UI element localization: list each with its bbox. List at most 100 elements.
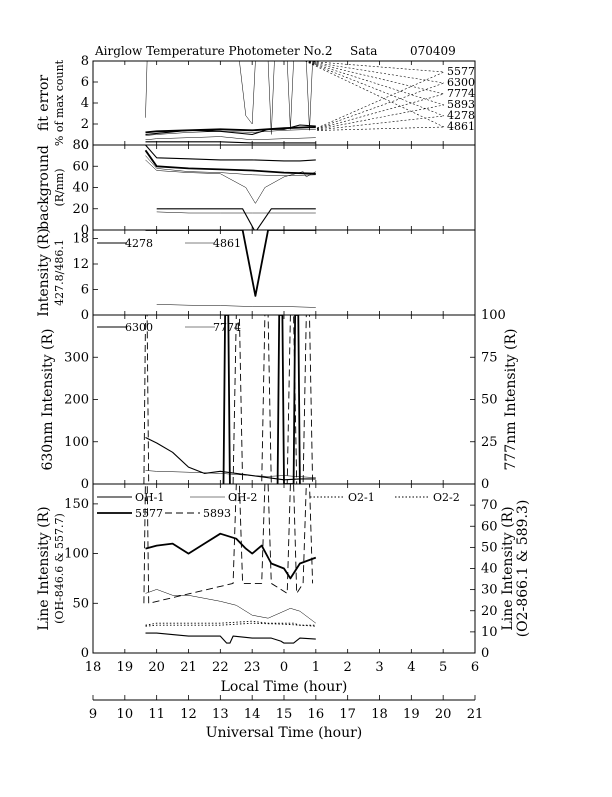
y-tick-label: 0 (81, 308, 89, 323)
y-tick-label: 60 (72, 159, 89, 174)
series-O2-2 (145, 622, 316, 627)
local-time-tick-label: 4 (407, 660, 415, 675)
y-axis-label: background (36, 145, 52, 230)
universal-time-tick-label: 19 (403, 707, 420, 722)
legend-leader (304, 60, 445, 95)
series-OH-2 (145, 589, 316, 624)
y-axis-label-right: 777nm Intensity (R) (503, 328, 519, 470)
y-tick-label: 300 (64, 350, 89, 365)
universal-time-tick-label: 17 (339, 707, 356, 722)
legend-label-4278: 4278 (447, 109, 475, 122)
legend-leader (304, 60, 445, 84)
y-axis-label: (OH-846.6 & 557.7) (53, 513, 66, 624)
y-tick-label: 6 (81, 283, 89, 298)
legend-leader (316, 115, 445, 131)
y-tick-label-right: 50 (481, 393, 498, 408)
series-group (143, 484, 317, 644)
panel-fit-error: 0 2 4 6 8 fit error% of max count 557763007774… (36, 54, 476, 153)
legend-leader (316, 82, 445, 129)
y-tick-label-right: 75 (481, 350, 498, 365)
series-6300-saturation-2 (276, 315, 301, 484)
legend-leader (316, 93, 445, 130)
legend-label-OH-2: OH-2 (228, 491, 257, 504)
series-6300 (145, 145, 316, 162)
series-dashed (143, 315, 150, 484)
y-tick-label: 50 (72, 596, 89, 611)
y-tick-label: 0 (81, 646, 89, 661)
series-5577 (145, 532, 317, 580)
universal-time-tick-label: 9 (89, 707, 97, 722)
local-time-tick-label: 18 (85, 660, 102, 675)
legend-label-5893: 5893 (447, 98, 475, 111)
universal-time-axis-label: Universal Time (hour) (206, 725, 363, 741)
legend-label-7774: 7774 (447, 87, 475, 100)
y-tick-label: 12 (72, 257, 89, 272)
series-5893 (145, 159, 316, 204)
series-6300 (145, 124, 316, 136)
y-tick-label-right: 20 (481, 604, 498, 619)
legend-label-4861: 4861 (447, 120, 475, 133)
series-4861 (156, 304, 316, 308)
legend-leader (316, 104, 445, 130)
legend-leader (316, 126, 445, 131)
y-tick-label: 100 (64, 547, 89, 562)
y-tick-label: 20 (72, 202, 89, 217)
series-group (143, 315, 316, 484)
y-axis-label: Line Intensity (R) (36, 506, 52, 630)
y-tick-label: 0 (81, 223, 89, 238)
legend-leader (304, 60, 445, 73)
y-tick-label-right: 60 (481, 519, 498, 534)
y-tick-label-right: 40 (481, 562, 498, 577)
y-tick-label: 18 (72, 232, 89, 247)
y-tick-label: 80 (72, 138, 89, 153)
y-axis-label: % of max count (53, 59, 66, 146)
series-7774 (145, 155, 316, 177)
y-tick-label-right: 0 (481, 477, 489, 492)
series-4278 (145, 141, 316, 144)
y-tick-label-right: 30 (481, 583, 498, 598)
title-station: Sata (350, 44, 377, 58)
series-6300 (145, 437, 316, 481)
series-5893 (145, 136, 316, 141)
legend-label-O2-1: O2-1 (348, 491, 375, 504)
legend-label-OH-1: OH-1 (135, 491, 164, 504)
universal-time-tick-label: 20 (435, 707, 452, 722)
y-tick-label: 150 (64, 497, 89, 512)
y-tick-label-right: 70 (481, 498, 498, 513)
y-tick-label: 0 (81, 138, 89, 153)
series-6300-saturation (222, 315, 231, 484)
panel-background: 0 20 40 60 80 background (R/nm) (36, 138, 476, 238)
legend-label-6300: 6300 (447, 76, 475, 89)
y-axis-label-right: Line Intensity (R) (500, 506, 516, 630)
series-4278 (156, 208, 316, 230)
universal-time-tick-label: 16 (308, 707, 325, 722)
series-O2-1 (145, 620, 316, 626)
y-axis-label: 630nm Intensity (R) (40, 328, 56, 470)
y-axis-label-right: (O2-866.1 & 589.3) (515, 500, 531, 638)
series-7774 (145, 129, 316, 136)
panel-red-630-777: 0 100 200 300 0 25 50 75 100 630nm Intensity (R) 7… (40, 308, 519, 492)
y-tick-label-right: 50 (481, 540, 498, 555)
title-instrument: Airglow Temperature Photometer No.2 (94, 44, 333, 58)
y-tick-label: 6 (81, 75, 89, 90)
legend-label-5577: 5577 (135, 507, 163, 520)
universal-time-tick-label: 15 (276, 707, 293, 722)
local-time-tick-label: 6 (471, 660, 479, 675)
series-5577 (144, 149, 316, 175)
universal-time-tick-label: 13 (212, 707, 229, 722)
y-tick-label-right: 0 (481, 646, 489, 661)
panel-intensity-blue: 0 6 12 18 Intensity (R) 427.8/486.1 4278 4861 (36, 228, 476, 323)
legend-label-4861: 4861 (213, 237, 241, 250)
y-tick-label-right: 25 (481, 435, 498, 450)
series-group (144, 145, 316, 230)
chart-title: Airglow Temperature Photometer No.2 Sata… (94, 44, 456, 58)
legend-leader (304, 60, 445, 117)
series-group (145, 230, 316, 308)
universal-time-tick-label: 10 (117, 707, 134, 722)
y-tick-label: 0 (81, 477, 89, 492)
series-5577 (145, 126, 316, 134)
local-time-tick-label: 19 (117, 660, 134, 675)
